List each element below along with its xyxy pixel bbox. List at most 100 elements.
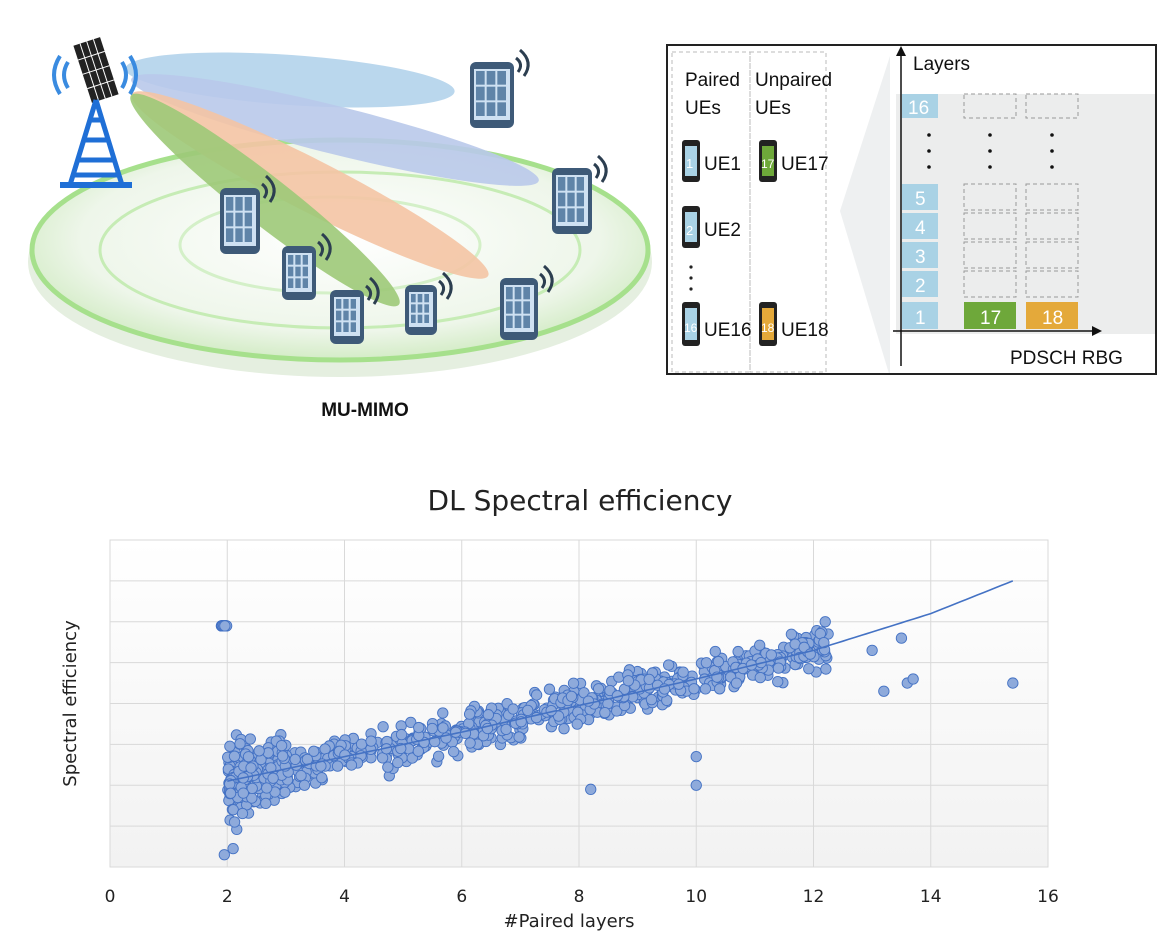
chart-title: DL Spectral efficiency [427,484,733,517]
data-point [237,787,249,799]
data-point [714,683,726,695]
data-point [234,738,246,750]
data-point [355,738,368,750]
data-point [530,689,543,701]
unpaired-ues-box [749,51,827,373]
paired-header-2: UEs [685,98,721,119]
data-point [558,723,570,735]
data-point [772,676,784,688]
ue1-num: 1 [686,156,693,171]
layer-5-block: 5 [915,189,926,210]
x-tick-labels: 0 2 4 6 8 10 12 14 16 [105,887,1059,907]
data-point [227,842,239,855]
data-point [463,708,476,720]
ue18-label: UE18 [781,320,829,341]
data-point [412,745,425,757]
layer-3-block: 3 [915,247,926,268]
data-point [437,722,449,734]
data-point [643,673,655,686]
ue16-num: 16 [684,321,698,335]
data-point [785,628,798,640]
data-point [319,743,331,755]
data-point [298,779,311,791]
data-point [345,759,358,771]
data-point [295,769,307,782]
data-point [803,663,815,675]
data-point [464,737,476,749]
rbg-17-block: 17 [980,308,1001,329]
ue18-phone-icon: 18 [759,302,777,346]
x-tick-label: 12 [803,887,825,907]
data-point [365,735,377,747]
trendline [227,580,1014,782]
x-tick-label: 4 [339,887,350,907]
x-tick-label: 10 [685,887,707,907]
data-point [592,683,605,695]
data-point [662,659,675,671]
data-point [712,655,725,668]
x-tick-label: 2 [222,887,233,907]
ue1-phone-icon: 1 [682,140,700,182]
data-point [1007,677,1019,689]
data-point [513,731,525,743]
unpaired-header-1: Unpaired [755,70,832,91]
data-point [754,639,766,651]
layer-4-block: 4 [915,218,926,239]
data-points [215,616,1019,861]
data-point [377,721,389,733]
data-point [261,782,273,794]
data-point [567,677,580,689]
ue18-num: 18 [761,321,775,335]
data-point [611,705,623,717]
unpaired-header-2: UEs [755,98,791,119]
ue2-num: 2 [686,223,693,238]
data-point [699,683,712,695]
data-point [690,750,702,763]
gridlines [109,539,1049,868]
data-point [866,644,878,657]
rbg-18-block: 18 [1042,308,1063,329]
ue17-num: 17 [761,157,775,171]
data-point [732,645,744,658]
data-point [895,632,908,644]
data-point [820,663,832,675]
data-point [246,782,258,795]
data-point [228,750,241,762]
data-point [645,693,658,706]
x-tick-label: 14 [920,887,942,907]
data-point [382,761,394,773]
y-axis-label: Spectral efficiency [60,620,81,787]
data-point [754,671,766,684]
data-point [224,740,236,752]
data-point [432,750,445,762]
phone-icon [470,48,530,128]
data-point [709,645,721,658]
data-point [426,722,438,735]
rbg-column-17: 17 [963,93,1017,329]
beam-lightblue [131,74,539,186]
data-point [395,728,408,741]
data-point [819,616,831,628]
data-point [690,779,702,791]
trendline-path [227,580,1014,782]
data-point [599,706,611,719]
rbg-column-18: 18 [1025,93,1079,329]
data-point [262,747,274,759]
phone-icon [552,154,608,234]
ue16-phone-icon: 16 [682,302,700,346]
data-point [907,673,919,685]
data-point [236,807,249,820]
ue17-label: UE17 [781,154,829,175]
data-point [260,797,272,810]
user-equipment-group [220,48,608,344]
data-point [543,683,556,695]
rbg-axis-label: PDSCH RBG [1010,348,1123,369]
x-tick-label: 16 [1037,887,1059,907]
ue16-label: UE16 [704,320,752,341]
data-point [688,683,700,695]
data-point [677,666,689,678]
phone-icon [220,174,276,254]
ue1-label: UE1 [704,154,741,175]
data-point [500,723,512,736]
phone-icon [405,271,453,335]
